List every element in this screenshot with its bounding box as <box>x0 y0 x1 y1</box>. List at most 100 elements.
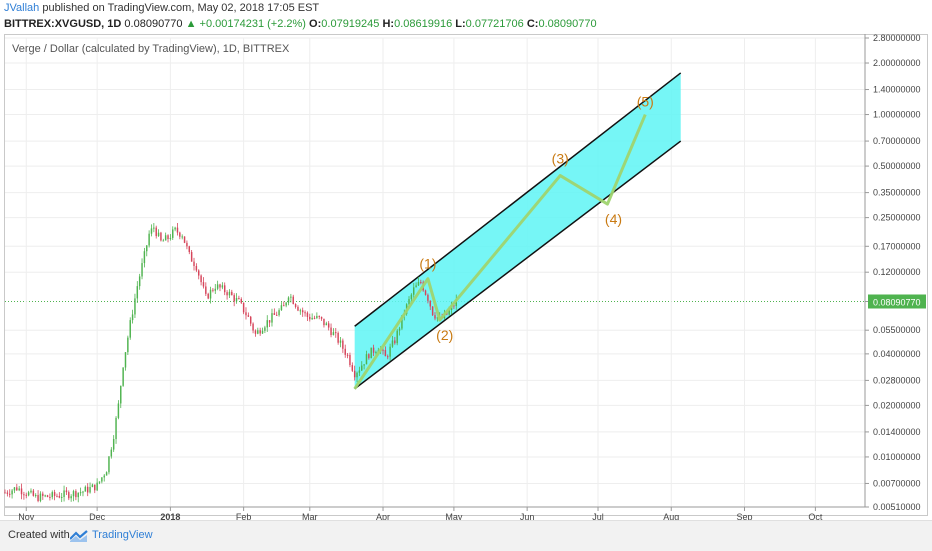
candle-body <box>58 495 61 498</box>
y-tick-label: 0.05500000 <box>873 325 921 335</box>
candle-body <box>356 372 358 378</box>
candle-body <box>56 495 58 497</box>
candle-body <box>311 317 313 320</box>
candle-body <box>34 495 37 497</box>
candle-body <box>344 348 346 355</box>
candle-body <box>23 494 25 496</box>
candlestick-series <box>4 222 457 503</box>
y-tick-label: 0.01400000 <box>873 427 921 437</box>
candle-body <box>181 236 183 238</box>
author-link[interactable]: JVallah <box>4 2 40 14</box>
candle-body <box>86 486 89 493</box>
y-tick-label: 0.00510000 <box>873 502 921 512</box>
candle-body <box>75 491 77 498</box>
candle-body <box>138 276 141 287</box>
candle-body <box>297 306 299 311</box>
candle-body <box>42 493 44 496</box>
candle-body <box>370 347 372 359</box>
candle-body <box>110 449 113 457</box>
wave-label: (3) <box>552 151 569 167</box>
chart-title: Verge / Dollar (calculated by TradingVie… <box>12 43 290 55</box>
candle-body <box>292 296 294 305</box>
grid <box>5 37 865 508</box>
candle-body <box>136 286 139 299</box>
candle-body <box>53 492 56 496</box>
candle-body <box>415 285 417 288</box>
candle-body <box>162 240 165 242</box>
candle-body <box>68 492 70 499</box>
candle-body <box>266 320 268 328</box>
candle-body <box>112 439 115 450</box>
candle-body <box>63 490 65 497</box>
candle-body <box>176 227 179 233</box>
y-tick-label: 0.12000000 <box>873 267 921 277</box>
y-tick-label: 0.01000000 <box>873 452 921 462</box>
close-value: 0.08090770 <box>538 18 597 30</box>
candle-body <box>283 305 285 307</box>
y-tick-label: 1.00000000 <box>873 110 921 120</box>
x-tick-label: Nov <box>18 512 35 520</box>
candle-body <box>247 315 250 317</box>
x-tick-label: Dec <box>89 512 106 520</box>
candle-body <box>389 346 391 357</box>
candle-body <box>320 316 323 319</box>
price-chart[interactable]: (1) (2) (3) (4) (5) 2.80000000 2.00000000 1.40… <box>0 0 932 520</box>
channel-upper-line <box>354 72 682 327</box>
candle-body <box>313 317 316 319</box>
y-tick-label: 1.40000000 <box>873 85 921 95</box>
candle-body <box>351 365 354 371</box>
candle-body <box>25 494 27 496</box>
price-channel <box>354 72 682 390</box>
x-tick-label: Apr <box>376 512 390 520</box>
candle-body <box>219 284 221 288</box>
candle-body <box>89 487 91 493</box>
price-change: ▲ +0.00174231 (+2.2%) <box>185 18 306 30</box>
candle-body <box>387 356 389 358</box>
candle-body <box>122 367 124 386</box>
candle-body <box>358 370 361 373</box>
y-tick-label: 0.50000000 <box>873 161 921 171</box>
open-label: O: <box>309 18 322 30</box>
candle-body <box>205 286 207 294</box>
candle-body <box>323 318 325 326</box>
candle-body <box>264 327 266 331</box>
y-tick-label: 0.04000000 <box>873 349 921 359</box>
candle-body <box>275 314 278 316</box>
candle-body <box>209 289 212 299</box>
candle-body <box>231 291 233 296</box>
candle-body <box>150 228 153 234</box>
candle-body <box>342 340 344 349</box>
candle-body <box>424 290 427 295</box>
tradingview-brand[interactable]: TradingView <box>92 529 153 541</box>
candle-body <box>146 245 148 252</box>
candle-body <box>120 385 122 404</box>
candle-body <box>299 310 302 312</box>
candle-body <box>249 316 252 324</box>
candle-body <box>240 299 242 303</box>
candle-body <box>346 354 349 356</box>
candle-body <box>327 323 330 328</box>
candle-body <box>46 495 49 497</box>
tradingview-logo-icon[interactable] <box>70 530 88 542</box>
candle-body <box>268 320 271 323</box>
candle-body <box>105 472 108 476</box>
candle-body <box>396 330 398 344</box>
y-tick-label: 0.35000000 <box>873 188 921 198</box>
candle-body <box>290 296 292 298</box>
candle-body <box>143 251 146 264</box>
candle-body <box>157 232 160 237</box>
candle-body <box>169 237 172 240</box>
candle-body <box>79 492 82 494</box>
candle-body <box>216 284 219 289</box>
candle-body <box>363 364 365 366</box>
candle-body <box>134 298 136 315</box>
candle-body <box>417 282 420 286</box>
candle-body <box>431 306 434 316</box>
candle-body <box>408 299 410 305</box>
y-tick-label: 0.70000000 <box>873 136 921 146</box>
candle-body <box>335 332 337 334</box>
candle-body <box>153 227 155 229</box>
chart-frame[interactable] <box>4 34 928 516</box>
candle-body <box>84 486 87 492</box>
candle-body <box>39 493 42 502</box>
